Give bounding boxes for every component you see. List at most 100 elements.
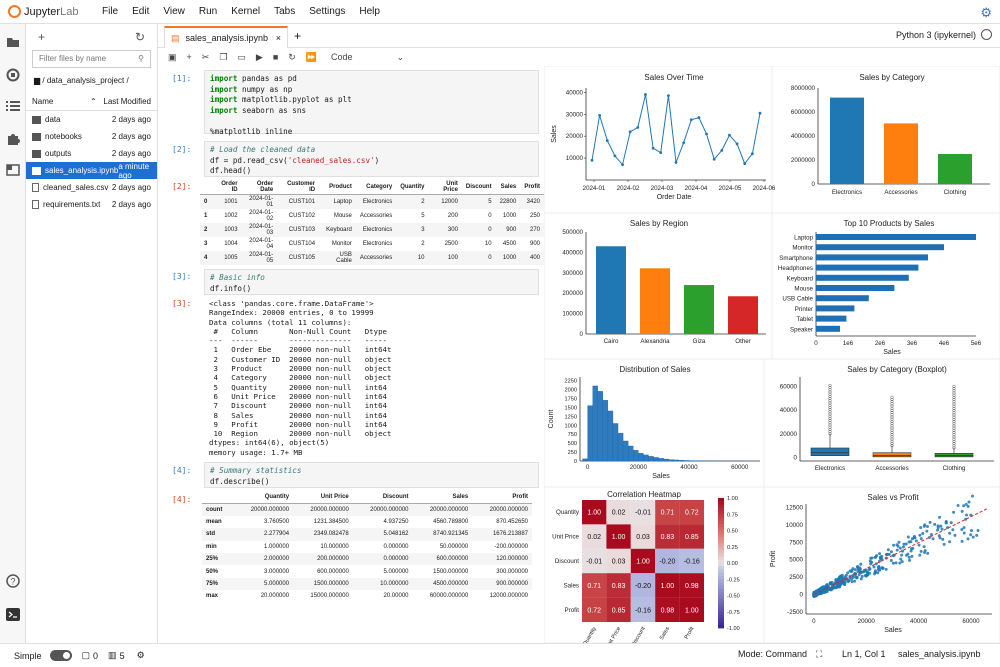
terminal-icon[interactable] (6, 608, 20, 622)
notebook-tab[interactable]: ▤ sales_analysis.ipynb × (164, 26, 288, 48)
bar (728, 296, 758, 334)
menu-help[interactable]: Help (359, 6, 380, 17)
menu-file[interactable]: File (102, 6, 119, 17)
y-tick-label: 500 (568, 441, 577, 447)
code-cell-load-data[interactable]: # Load the cleaned data df = pd.read_csv… (204, 141, 539, 177)
file-item[interactable]: data 2 days ago (26, 111, 157, 128)
new-tab-plus-icon[interactable]: + (294, 29, 302, 43)
warning-icon[interactable]: ▥ (108, 650, 117, 660)
insert-cell-plus-icon[interactable]: + (186, 52, 192, 62)
run-icon[interactable]: ▶ (255, 51, 263, 62)
table-column-header (200, 180, 212, 195)
close-tab-icon[interactable]: × (275, 33, 281, 43)
output-prompt: [3]: (172, 299, 192, 308)
menu-kernel[interactable]: Kernel (231, 6, 261, 17)
chevron-down-icon[interactable]: ⌄ (396, 51, 405, 62)
colorbar-segment (718, 507, 724, 512)
cursor-position[interactable]: Ln 1, Col 1 (842, 649, 886, 659)
scatter-point (878, 568, 882, 572)
histogram-bar (582, 458, 588, 462)
trend-line (813, 508, 987, 595)
kernel-name[interactable]: Python 3 (ipykernel) (895, 30, 976, 40)
scatter-point (870, 560, 874, 564)
scatter-point (946, 526, 950, 530)
table-cell: 3.000000 (264, 568, 290, 575)
scatter-point (918, 533, 922, 537)
file-item[interactable]: sales_analysis.ipynb a minute ago (26, 162, 157, 180)
code-token: df.info() (210, 283, 252, 293)
column-modified-header[interactable]: Last Modified (103, 97, 151, 106)
kernel-settings-icon[interactable]: ⚙ (136, 650, 145, 660)
menu-run[interactable]: Run (198, 6, 218, 17)
copy-icon[interactable]: ❐ (219, 51, 228, 62)
table-column-header: Profit (520, 180, 544, 195)
folder-icon[interactable] (6, 36, 20, 50)
info-output: <class 'pandas.core.frame.DataFrame'> Ra… (209, 299, 392, 457)
file-item[interactable]: notebooks 2 days ago (26, 128, 157, 145)
help-icon[interactable]: ? (6, 574, 20, 588)
outlier-point (952, 393, 956, 397)
table-cell: 20000.000000 (472, 503, 532, 516)
colorbar-segment (718, 602, 724, 606)
file-item[interactable]: requirements.txt 2 days ago (26, 196, 157, 213)
outlier-point (890, 422, 894, 426)
simple-mode-toggle[interactable] (49, 650, 72, 661)
stop-icon[interactable]: ■ (272, 52, 279, 62)
table-cell: 2 (396, 194, 429, 209)
file-icon (32, 200, 39, 209)
table-cell: 1000 (502, 213, 517, 219)
error-icon[interactable]: ▢ (81, 650, 91, 660)
extensions-puzzle-icon[interactable] (6, 132, 20, 146)
x-tick-label: 0 (586, 464, 590, 471)
scatter-point (922, 545, 926, 549)
table-cell: 300.000000 (496, 568, 528, 575)
scatter-point (952, 510, 956, 514)
restart-icon[interactable]: ↻ (288, 51, 296, 62)
restart-run-all-icon[interactable]: ⏩ (305, 51, 318, 62)
cell-type-select[interactable]: Code (331, 52, 353, 62)
scatter-point (902, 542, 906, 546)
menu-settings[interactable]: Settings (309, 6, 346, 17)
paste-icon[interactable]: ▭ (237, 51, 246, 62)
jupyterlab-logo[interactable]: Jupyter Lab (8, 5, 88, 18)
scatter-point (926, 524, 930, 528)
file-filter-input[interactable]: Filter files by name ⚲ (32, 50, 151, 68)
table-of-contents-icon[interactable] (6, 100, 20, 114)
settings-gear-icon[interactable]: ⚙ (980, 5, 992, 20)
x-tick-label: Clothing (944, 189, 967, 196)
breadcrumb[interactable]: ▆ / data_analysis_project / (26, 68, 157, 93)
menu-tabs[interactable]: Tabs (274, 6, 296, 17)
scatter-point (962, 531, 966, 535)
refresh-icon[interactable]: ↻ (134, 30, 145, 44)
menu-view[interactable]: View (163, 6, 185, 17)
code-cell-describe[interactable]: # Summary statistics df.describe() (204, 462, 539, 488)
code-cell-info[interactable]: # Basic info df.info() (204, 269, 539, 295)
y-tick-label: 0 (574, 459, 577, 465)
file-modified: 2 days ago (111, 200, 151, 209)
scatter-point (925, 529, 929, 533)
column-name-header[interactable]: Name (32, 97, 54, 106)
menu-edit[interactable]: Edit (132, 6, 150, 17)
table-column-header: Unit Price (428, 180, 462, 195)
sort-arrow-icon[interactable]: ⌃ (90, 97, 97, 106)
scatter-point (900, 553, 904, 557)
property-inspector-icon[interactable] (6, 164, 20, 178)
running-kernels-icon[interactable] (6, 68, 20, 82)
scatter-point (889, 550, 893, 554)
save-icon[interactable]: ▣ (168, 51, 177, 62)
table-cell: Accessories (359, 213, 393, 219)
breadcrumb-path[interactable]: / data_analysis_project / (42, 76, 129, 85)
colorbar-segment (718, 615, 724, 619)
file-item[interactable]: outputs 2 days ago (26, 145, 157, 162)
output-prompt: [4]: (172, 495, 192, 504)
colorbar-tick-label: -0.75 (727, 610, 740, 616)
x-tick-label: 2024-04 (685, 185, 708, 192)
tab-bar: ▤ sales_analysis.ipynb × + Python 3 (ipy… (158, 24, 1000, 48)
new-launcher-plus-icon[interactable]: + (38, 30, 46, 44)
file-item[interactable]: cleaned_sales.csv 2 days ago (26, 179, 157, 196)
dataframe-head-table: Order ID Order Date Customer ID Product Cate… (200, 180, 544, 265)
command-mode-status[interactable]: Mode: Command (738, 649, 808, 659)
outlier-point (890, 395, 894, 399)
code-cell-imports[interactable]: import pandas as pd import numpy as np i… (204, 70, 539, 136)
cut-icon[interactable]: ✂ (201, 51, 210, 62)
